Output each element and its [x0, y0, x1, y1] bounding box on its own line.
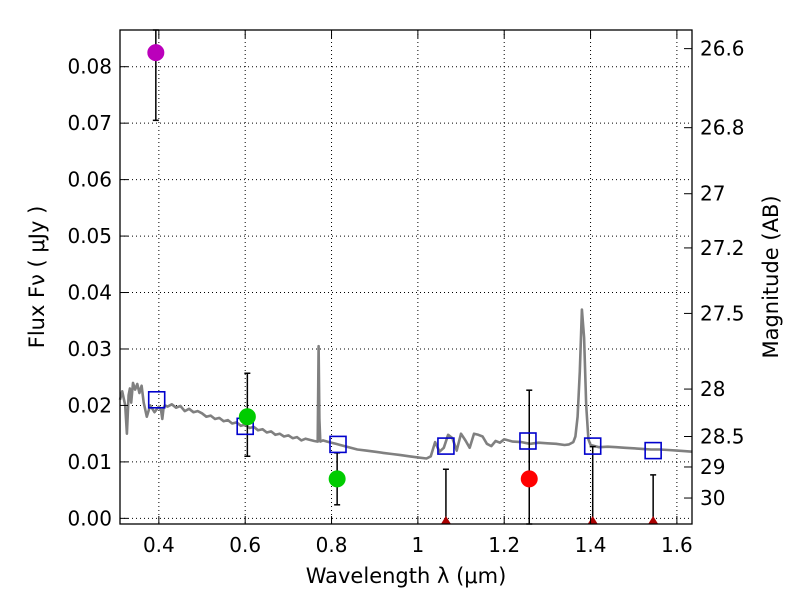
y-tick-label: 0.02: [67, 393, 112, 417]
model-spectrum-line: [118, 308, 693, 460]
upper-limit-marker: [648, 516, 659, 524]
x-tick-label: 0.4: [143, 533, 175, 557]
axis-ticks: [120, 30, 692, 524]
photometry-point: [328, 470, 346, 488]
y-tick-label: 0.03: [67, 337, 112, 361]
grid-lines: [120, 30, 692, 524]
markers-layer: [147, 44, 662, 524]
y2-tick-label: 27: [700, 182, 725, 206]
y2-tick-label: 26.6: [700, 37, 745, 61]
tick-labels: 0.4 0.6 0.8 1 1.2 1.4 1.6 0.00 0.01 0.02 0.03 0.04 0…: [67, 37, 744, 557]
y-tick-label: 0.06: [67, 168, 112, 192]
x-tick-label: 0.6: [229, 533, 261, 557]
photometry-point: [520, 470, 538, 488]
y-tick-label: 0.04: [67, 281, 112, 305]
y-tick-label: 0.05: [67, 224, 112, 248]
y-tick-label: 0.08: [67, 55, 112, 79]
y2-tick-label: 28: [700, 377, 725, 401]
y2-tick-label: 27.5: [700, 301, 745, 325]
y2-tick-label: 29: [700, 455, 725, 479]
model-flux-square: [437, 437, 455, 455]
upper-limit-marker: [440, 516, 451, 524]
y2-tick-label: 30: [700, 486, 725, 510]
model-flux-square: [147, 390, 166, 409]
x-tick-label: 1.2: [488, 533, 520, 557]
model-flux-square: [519, 432, 537, 450]
model-spectrum-layer: [118, 308, 693, 460]
x-tick-label: 1.4: [575, 533, 607, 557]
model-flux-square: [329, 435, 347, 454]
x-tick-label: 1.6: [661, 533, 693, 557]
x-tick-label: 0.8: [316, 533, 348, 557]
y2-tick-label: 26.8: [700, 116, 745, 140]
right-axis-title: Magnitude (AB): [759, 195, 783, 358]
error-bars-layer: [152, 29, 657, 525]
photometry-point: [238, 408, 256, 426]
model-flux-square: [583, 437, 602, 455]
model-flux-square: [644, 441, 662, 460]
photometry-point: [147, 44, 165, 62]
y2-tick-label: 27.2: [700, 236, 745, 260]
y-axis-title: Flux Fν ( μJy ): [25, 206, 49, 349]
y-tick-label: 0.01: [67, 450, 112, 474]
y-tick-label: 0.00: [67, 506, 112, 530]
y-tick-label: 0.07: [67, 111, 112, 135]
upper-limit-marker: [587, 516, 598, 524]
plot-frame: [119, 29, 693, 525]
x-axis-title: Wavelength λ (μm): [306, 564, 507, 588]
y2-tick-label: 28.5: [700, 424, 745, 448]
x-tick-label: 1: [412, 533, 425, 557]
